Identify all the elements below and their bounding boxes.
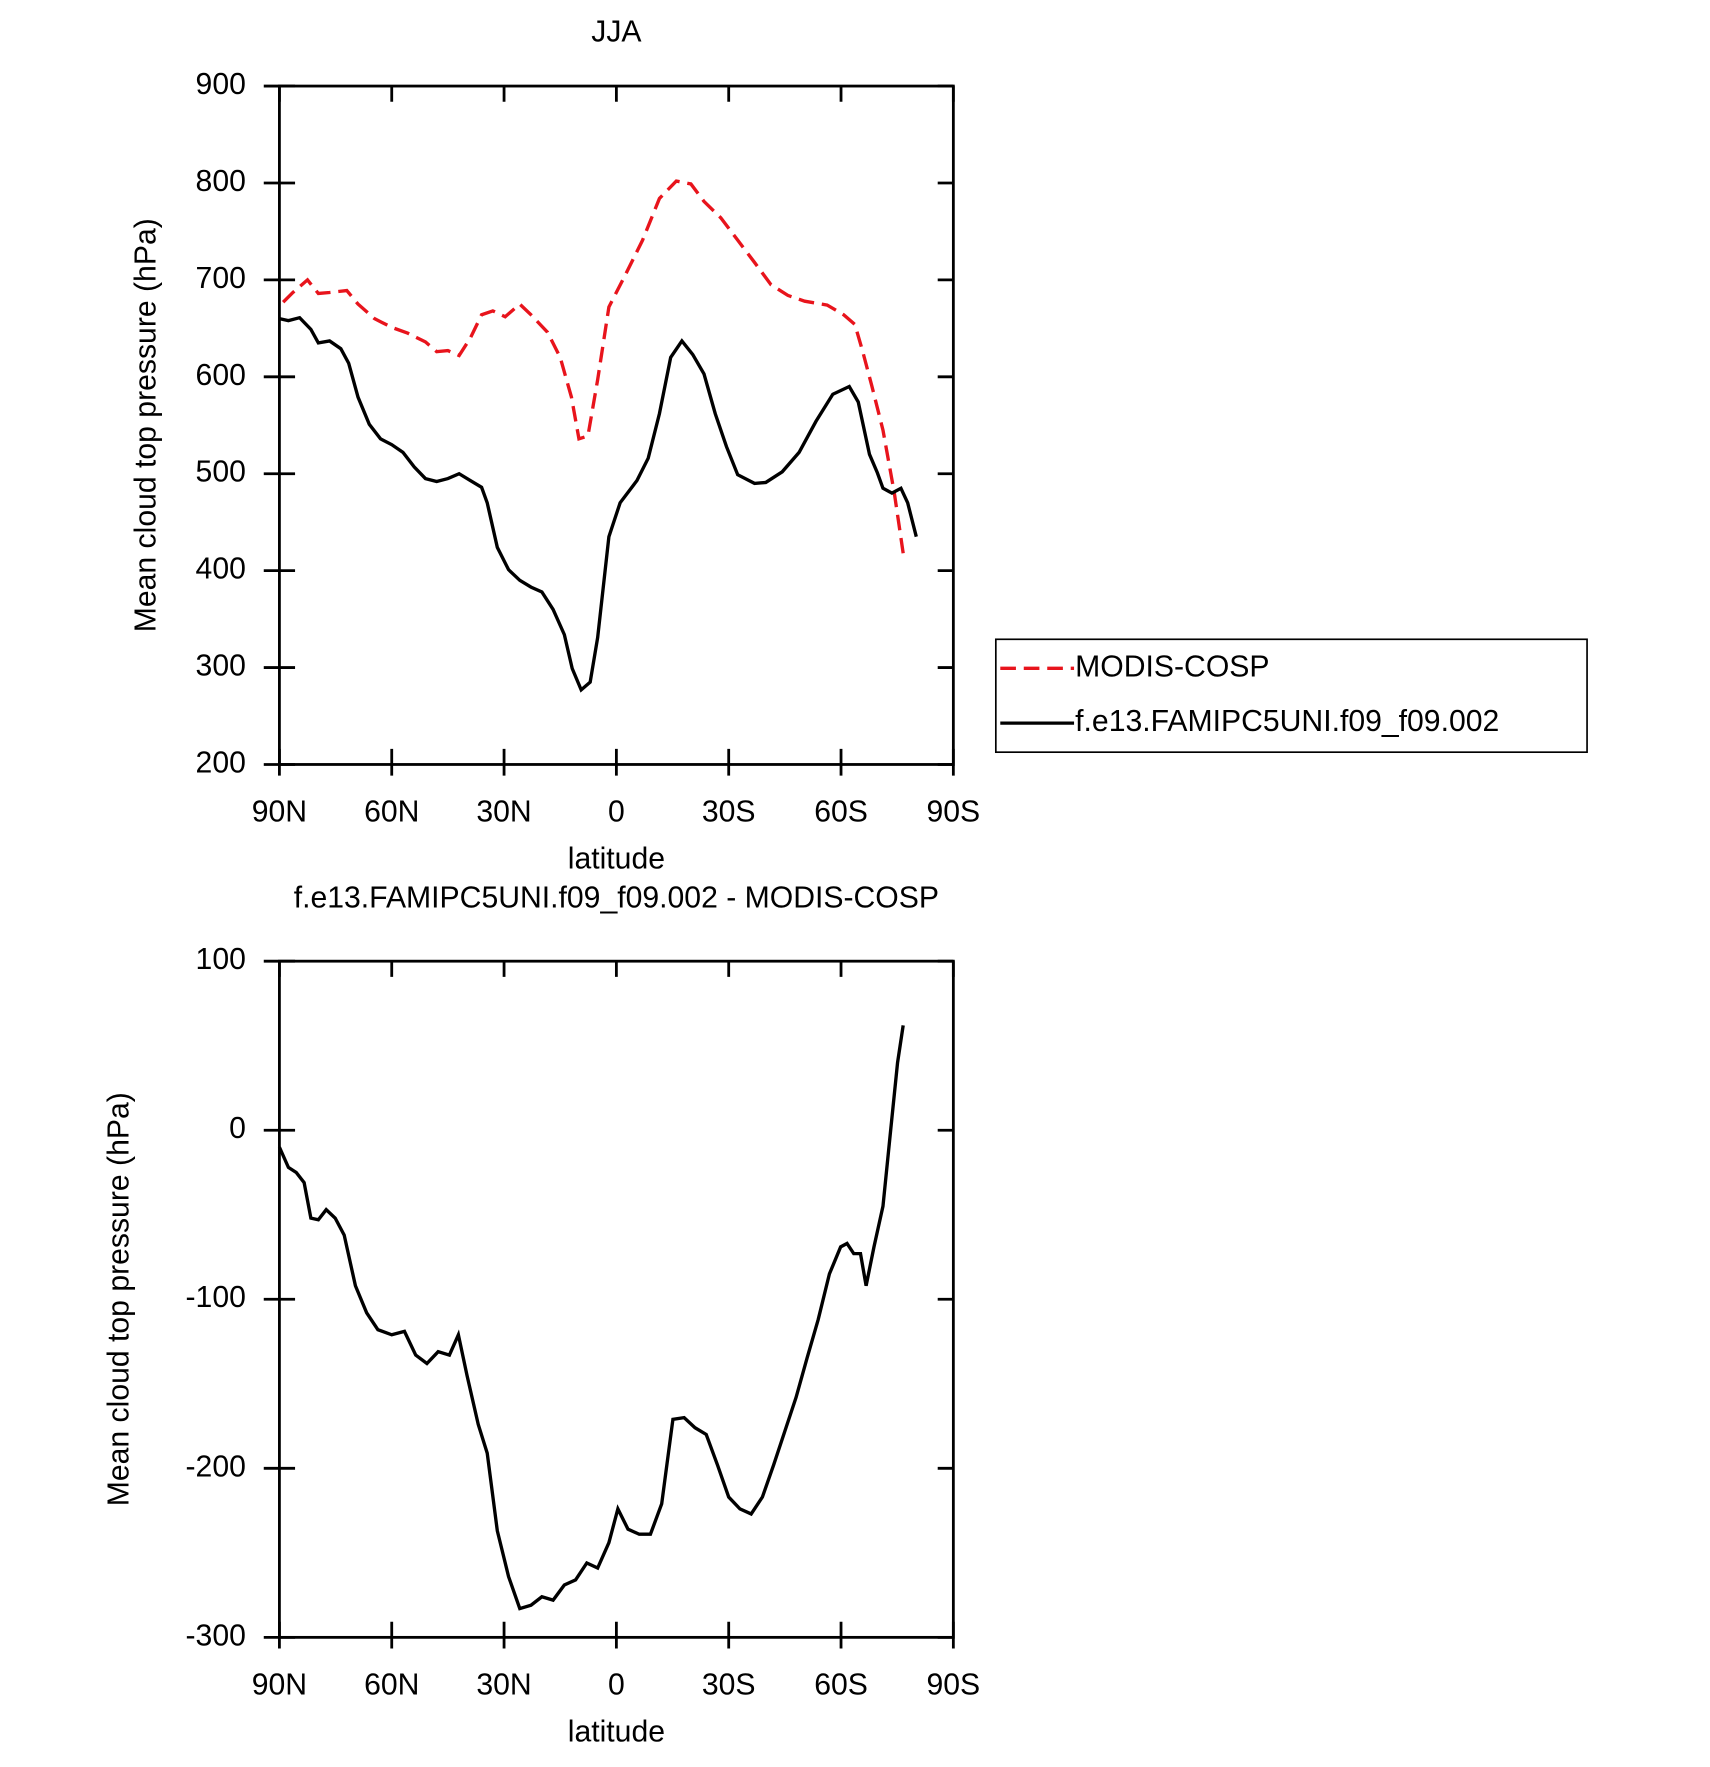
- y-axis-label: Mean cloud top pressure (hPa): [129, 218, 162, 632]
- y-tick-label: 0: [229, 1112, 246, 1145]
- x-tick-label: 30S: [702, 796, 756, 829]
- y-tick-label: 300: [196, 650, 246, 683]
- y-tick-label: 500: [196, 456, 246, 489]
- x-axis-label: latitude: [568, 843, 665, 876]
- x-tick-label: 30S: [702, 1668, 756, 1701]
- x-tick-label: 90N: [252, 796, 307, 829]
- x-tick-label: 90S: [927, 1668, 981, 1701]
- x-tick-label: 90N: [252, 1668, 307, 1701]
- chart-title: JJA: [591, 15, 642, 48]
- plot-frame: [278, 959, 955, 1639]
- data-line: [281, 179, 905, 554]
- x-axis-label: latitude: [568, 1715, 665, 1748]
- x-tick-label: 60N: [364, 1668, 419, 1701]
- y-tick-label: 900: [196, 68, 246, 101]
- x-tick-label: 60S: [814, 1668, 868, 1701]
- x-tick-label: 30N: [476, 1668, 531, 1701]
- y-tick-label: 800: [196, 165, 246, 198]
- legend-box: [994, 638, 1588, 754]
- plot-frame: [278, 84, 955, 766]
- x-tick-label: 60S: [814, 796, 868, 829]
- y-tick-label: 700: [196, 262, 246, 295]
- x-tick-label: 0: [608, 796, 625, 829]
- y-tick-label: 400: [196, 553, 246, 586]
- x-tick-label: 60N: [364, 796, 419, 829]
- chart-title: f.e13.FAMIPC5UNI.f09_f09.002 - MODIS-COS…: [294, 882, 939, 915]
- legend-label: MODIS-COSP: [1075, 650, 1269, 683]
- data-line: [277, 1025, 905, 1611]
- data-line: [279, 315, 918, 693]
- y-tick-label: -300: [186, 1619, 246, 1652]
- y-tick-label: 600: [196, 359, 246, 392]
- x-tick-label: 0: [608, 1668, 625, 1701]
- y-tick-label: 200: [196, 746, 246, 779]
- x-tick-label: 30N: [476, 796, 531, 829]
- legend-label: f.e13.FAMIPC5UNI.f09_f09.002: [1075, 705, 1499, 738]
- y-tick-label: -100: [186, 1281, 246, 1314]
- y-tick-label: 100: [196, 943, 246, 976]
- y-axis-label: Mean cloud top pressure (hPa): [103, 1092, 136, 1506]
- y-tick-label: -200: [186, 1450, 246, 1483]
- x-tick-label: 90S: [927, 796, 981, 829]
